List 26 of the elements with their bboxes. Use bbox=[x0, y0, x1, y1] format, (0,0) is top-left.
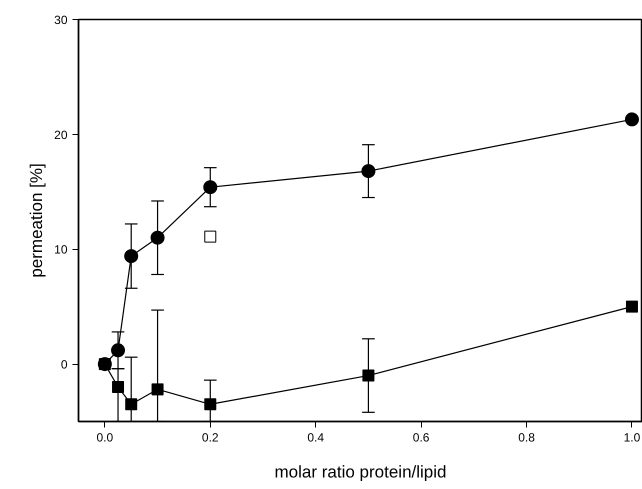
point bbox=[361, 164, 376, 178]
point bbox=[624, 112, 639, 126]
y-tick-label: 10 bbox=[54, 242, 68, 257]
x-tick-label: 0.0 bbox=[96, 430, 114, 444]
x-tick-label: 0.6 bbox=[412, 430, 430, 444]
y-axis-title: permeation [%] bbox=[27, 163, 46, 278]
point bbox=[626, 300, 638, 313]
point bbox=[125, 398, 138, 410]
x-tick-label: 0.2 bbox=[202, 430, 219, 444]
point bbox=[362, 370, 374, 382]
point bbox=[111, 343, 126, 358]
x-tick-label: 0.4 bbox=[307, 430, 324, 444]
point bbox=[204, 398, 216, 410]
x-tick-label: 1.0 bbox=[624, 430, 641, 444]
point bbox=[112, 381, 124, 394]
point bbox=[203, 180, 218, 194]
x-axis-title: molar ratio protein/lipid bbox=[274, 462, 446, 482]
y-tick-label: 0 bbox=[60, 358, 68, 372]
x-tick-label: 0.8 bbox=[518, 430, 536, 444]
point bbox=[204, 230, 216, 243]
point bbox=[124, 249, 138, 264]
point bbox=[98, 358, 111, 370]
y-tick-label: 20 bbox=[54, 128, 68, 142]
y-tick-label: 30 bbox=[54, 13, 68, 27]
point bbox=[150, 230, 165, 245]
point bbox=[152, 383, 164, 396]
